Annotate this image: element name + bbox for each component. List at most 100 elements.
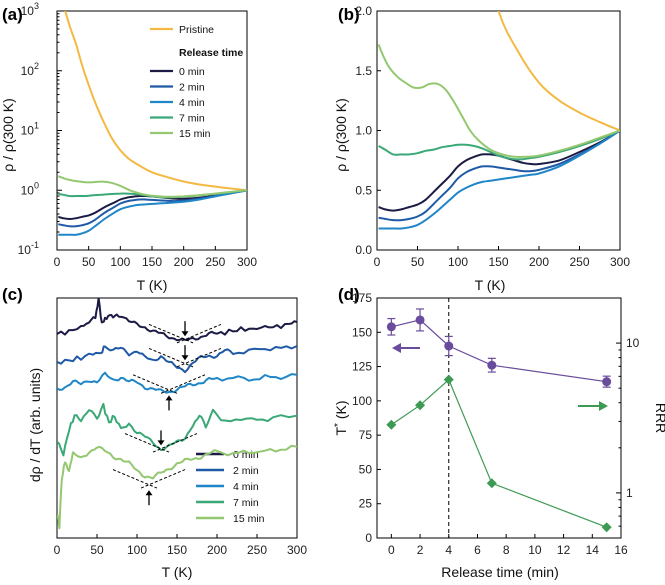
- panel-a-xtick-label: 50: [82, 255, 96, 269]
- panel-a-ytick-label: 103: [21, 1, 39, 18]
- panel-c-series-0-min: [57, 298, 297, 342]
- panel-c-guide-right: [160, 374, 206, 394]
- panel-b-ytick-label: 0.0: [355, 243, 372, 257]
- panel-c-guide-left: [132, 374, 178, 394]
- panel-d-tstar-line: [391, 319, 607, 383]
- panel-d-rrr-point: [601, 522, 612, 533]
- panel-b-series-4-min: [378, 129, 620, 230]
- panel-c-frame: [56, 297, 298, 539]
- legend-c-label-4-min: 4 min: [233, 481, 259, 493]
- legend-title: Release time: [179, 47, 243, 59]
- panel-a-ytick-label: 102: [21, 61, 39, 78]
- panel-c-xtick-label: 200: [207, 543, 227, 557]
- panel-d-rrr-line: [391, 378, 607, 528]
- legend-label-15-min: 15 min: [179, 128, 211, 140]
- panel-a-series-pristine: [64, 11, 247, 192]
- legend-label-0-min: 0 min: [179, 66, 205, 78]
- panel-a-ylabel: ρ / ρ(300 K): [0, 98, 16, 172]
- panel-d-ytick-label: 100: [352, 394, 372, 408]
- panel-d-tstar-point: [386, 322, 396, 332]
- panel-b-ytick-label: 0.5: [355, 183, 372, 197]
- panel-c-guide-right: [152, 433, 198, 453]
- panel-d-tstar-point: [415, 315, 425, 325]
- panel-a-ytick-label: 10-1: [18, 240, 39, 257]
- panel-c-arrow-head: [145, 490, 153, 496]
- panel-d-xtick-label: 0: [388, 543, 395, 557]
- panel-d-xtick-label: 4: [445, 543, 452, 557]
- panel-b-xtick-label: 50: [411, 255, 425, 269]
- panel-b-series-pristine: [497, 11, 620, 132]
- panel-d-xtick-label: 6: [474, 543, 481, 557]
- panel-c-guide-left: [124, 433, 170, 453]
- panel-b-series-7-min: [378, 129, 620, 161]
- panel-a-xtick-label: 0: [54, 255, 61, 269]
- panel-b-ytick-label: 1.5: [355, 64, 372, 78]
- panel-c-xtick-label: 150: [167, 543, 187, 557]
- panel-c-guide-right: [140, 469, 186, 489]
- panel-d-label: (d): [338, 285, 360, 304]
- panel-d-y2tick-label: 1: [626, 486, 633, 500]
- panel-b-xtick-label: 150: [488, 255, 508, 269]
- panel-d-ylabel-left: T* (K): [333, 400, 349, 435]
- legend-label-pristine: Pristine: [179, 24, 214, 36]
- panel-d-xtick-label: 14: [586, 543, 600, 557]
- panel-d-ytick-label: 125: [352, 360, 372, 374]
- legend-c-label-15-min: 15 min: [233, 513, 265, 525]
- panel-c-guide-left: [148, 323, 194, 344]
- panel-d-ytick-label: 25: [359, 497, 373, 511]
- panel-c-series-15-min: [57, 444, 297, 530]
- panel-d-left-axis-arrowhead: [392, 343, 401, 353]
- panel-b-xtick-label: 100: [448, 255, 468, 269]
- legend-c-label-7-min: 7 min: [233, 497, 259, 509]
- panel-c-guide-left: [112, 469, 158, 489]
- panel-a-xtick-label: 300: [237, 255, 257, 269]
- panel-a-xtick-label: 100: [110, 255, 130, 269]
- panel-d-rrr-point: [415, 400, 426, 411]
- panel-c-series-2-min: [57, 345, 297, 374]
- panel-c-arrow-head: [181, 331, 189, 337]
- panel-d-right-axis-arrowhead: [599, 401, 608, 411]
- panel-a-series-15-min: [57, 175, 247, 198]
- panel-a-ytick-label: 100: [21, 180, 39, 197]
- panel-b-label: (b): [338, 5, 360, 24]
- panel-a-xlabel: T (K): [137, 277, 168, 293]
- panel-d-xtick-label: 12: [557, 543, 571, 557]
- panel-b-xlabel: T (K): [475, 277, 506, 293]
- panel-d-y2tick-label: 10: [626, 336, 640, 350]
- panel-c-xtick-label: 0: [54, 543, 61, 557]
- panel-a-series-4-min: [58, 189, 247, 236]
- panel-d-ytick-label: 75: [359, 428, 373, 442]
- panel-d-ytick-label: 175: [352, 291, 372, 305]
- panel-a-ytick-label: 101: [21, 121, 39, 138]
- panel-b-ytick-label: 2.0: [355, 4, 372, 18]
- panel-c-arrow-head: [165, 395, 173, 401]
- panel-d-xlabel: Release time (min): [441, 564, 558, 580]
- panel-c-series-7-min: [57, 402, 297, 457]
- panel-c-xtick-label: 50: [90, 543, 104, 557]
- panel-d-tstar-point: [602, 377, 612, 387]
- panel-d-tstar-point: [487, 360, 497, 370]
- panel-b-ylabel: ρ / ρ(300 K): [333, 98, 349, 172]
- panel-d-ytick-label: 0: [365, 531, 372, 545]
- panel-a-label: (a): [2, 5, 23, 24]
- panel-c-xlabel: T (K): [162, 564, 193, 580]
- panel-a-series-0-min: [58, 189, 247, 221]
- legend-label-7-min: 7 min: [179, 113, 205, 125]
- panel-c-xtick-label: 250: [247, 543, 267, 557]
- panel-d-rrr-point: [386, 419, 397, 430]
- panel-d-xtick-label: 8: [503, 543, 510, 557]
- panel-a-xtick-label: 250: [205, 255, 225, 269]
- panel-c-xtick-label: 300: [287, 543, 307, 557]
- panel-d-tstar-point: [444, 341, 454, 351]
- panel-c-xtick-label: 100: [127, 543, 147, 557]
- legend-label-2-min: 2 min: [179, 82, 205, 94]
- panel-d-ytick-label: 150: [352, 325, 372, 339]
- panel-c-series-4-min: [57, 371, 297, 394]
- panel-c-arrow-head: [181, 355, 189, 361]
- panel-d-xtick-label: 2: [417, 543, 424, 557]
- panel-b-series-2-min: [378, 129, 620, 222]
- panel-a-xtick-label: 150: [142, 255, 162, 269]
- panel-d-xtick-label: 10: [528, 543, 542, 557]
